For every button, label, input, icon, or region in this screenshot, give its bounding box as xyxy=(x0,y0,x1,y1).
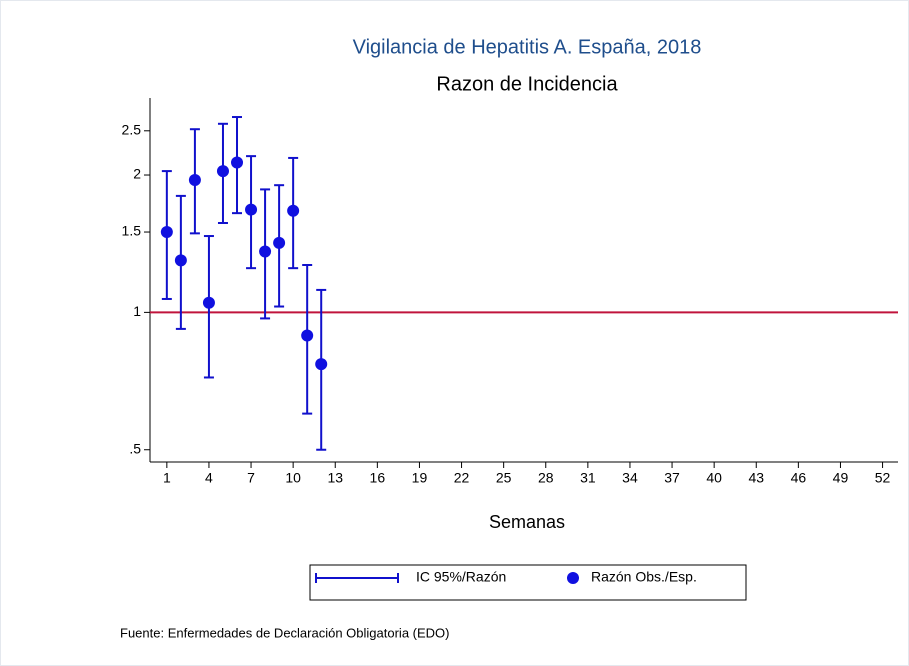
point xyxy=(188,174,201,187)
point xyxy=(259,245,272,258)
x-tick-label: 43 xyxy=(748,470,764,486)
point xyxy=(245,203,258,216)
legend-label: IC 95%/Razón xyxy=(416,569,506,585)
y-tick-label: 1.5 xyxy=(122,223,142,239)
chart-subtitle: Razon de Incidencia xyxy=(436,73,618,95)
x-tick-label: 25 xyxy=(496,470,512,486)
x-tick-label: 10 xyxy=(285,470,301,486)
point xyxy=(315,358,328,371)
x-tick-label: 46 xyxy=(791,470,807,486)
y-tick-label: 2.5 xyxy=(122,122,142,138)
x-axis-label: Semanas xyxy=(489,512,565,532)
point xyxy=(174,254,187,267)
y-tick-label: .5 xyxy=(129,440,141,456)
x-tick-label: 52 xyxy=(875,470,891,486)
legend-box xyxy=(309,564,747,601)
point xyxy=(301,329,314,342)
point xyxy=(273,236,286,249)
x-tick-label: 22 xyxy=(454,470,470,486)
x-tick-label: 37 xyxy=(664,470,680,486)
x-tick-label: 13 xyxy=(327,470,343,486)
x-tick-label: 28 xyxy=(538,470,554,486)
x-tick-label: 19 xyxy=(412,470,428,486)
y-tick-label: 2 xyxy=(133,166,141,182)
x-tick-label: 16 xyxy=(370,470,386,486)
legend-label: Razón Obs./Esp. xyxy=(591,569,697,585)
x-tick-label: 49 xyxy=(833,470,849,486)
point xyxy=(160,226,173,239)
x-tick-label: 31 xyxy=(580,470,596,486)
y-tick-label: 1 xyxy=(133,303,141,319)
point xyxy=(202,296,215,309)
point xyxy=(231,156,244,169)
point xyxy=(287,204,300,217)
point xyxy=(216,165,229,178)
x-tick-label: 34 xyxy=(622,470,638,486)
x-tick-label: 1 xyxy=(163,470,171,486)
chart-title: Vigilancia de Hepatitis A. España, 2018 xyxy=(353,36,702,58)
x-tick-label: 40 xyxy=(706,470,722,486)
source: Fuente: Enfermedades de Declaración Obli… xyxy=(120,625,450,640)
x-tick-label: 7 xyxy=(247,470,255,486)
legend-marker xyxy=(567,572,579,584)
x-tick-label: 4 xyxy=(205,470,213,486)
